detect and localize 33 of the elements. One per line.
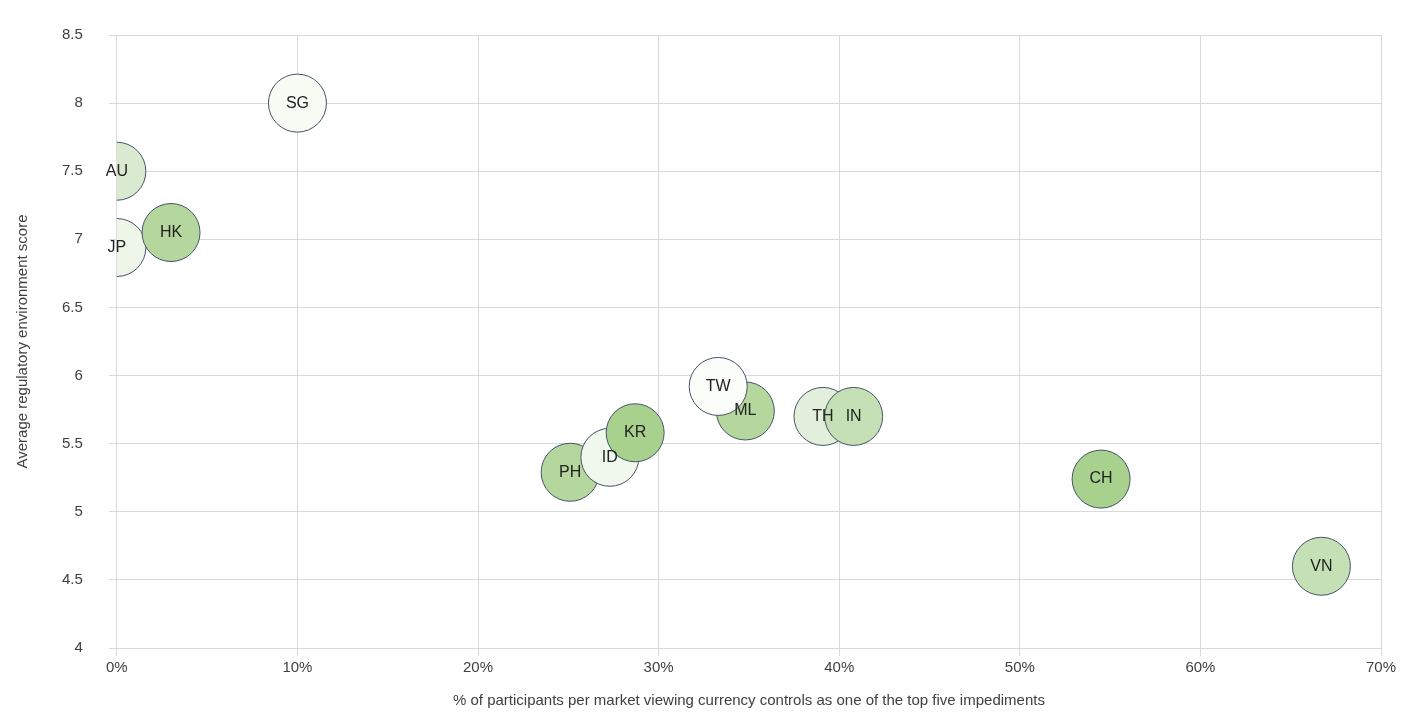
x-tick-label: 50% bbox=[1004, 658, 1035, 676]
x-tick-label: 10% bbox=[282, 658, 313, 676]
y-tick-label: 8.5 bbox=[61, 25, 83, 43]
series-label: JP bbox=[107, 237, 127, 255]
series-label: IN bbox=[845, 406, 862, 424]
y-tick-label: 7.5 bbox=[61, 161, 83, 179]
y-tick-label: 4.5 bbox=[61, 570, 83, 588]
x-tick-label: 40% bbox=[824, 658, 855, 676]
y-tick-label: 5.5 bbox=[61, 433, 83, 451]
y-tick-label: 6 bbox=[74, 365, 83, 383]
series-label: SG bbox=[285, 93, 310, 111]
series-label: KR bbox=[624, 423, 647, 441]
y-axis-title: Average regulatory environment score bbox=[13, 214, 31, 469]
x-axis-title: % of participants per market viewing currency controls as one of the top five impediments bbox=[452, 691, 1045, 709]
series-label: TW bbox=[705, 376, 732, 394]
y-tick-label: 5 bbox=[74, 501, 83, 519]
x-tick-label: 70% bbox=[1365, 658, 1397, 676]
series-label: PH bbox=[559, 462, 582, 480]
series-label: TH bbox=[812, 406, 834, 424]
y-tick-label: 8 bbox=[74, 93, 83, 111]
series-label: HK bbox=[159, 222, 183, 240]
series-label: CH bbox=[1089, 469, 1113, 487]
x-tick-label: 20% bbox=[463, 658, 494, 676]
y-tick-label: 4 bbox=[74, 638, 83, 656]
y-tick-label: 7 bbox=[74, 229, 83, 247]
series-label: ML bbox=[734, 401, 757, 419]
series-label: AU bbox=[105, 161, 128, 179]
y-tick-label: 6.5 bbox=[61, 297, 83, 315]
x-tick-label: 60% bbox=[1185, 658, 1216, 676]
x-tick-label: 0% bbox=[106, 658, 128, 676]
series-label: ID bbox=[601, 447, 618, 465]
series-label: VN bbox=[1310, 556, 1333, 574]
x-tick-label: 30% bbox=[643, 658, 674, 676]
